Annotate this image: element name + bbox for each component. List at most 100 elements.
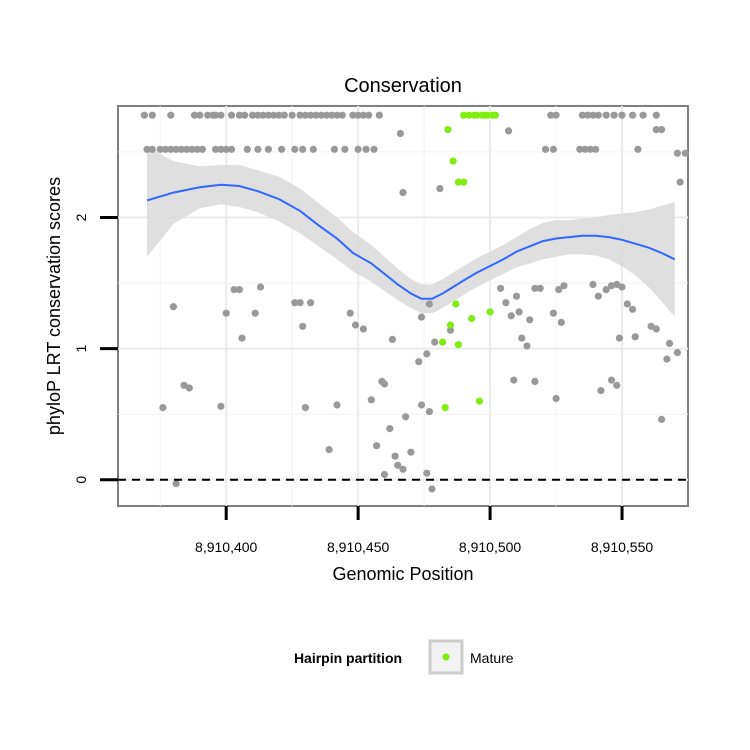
data-point-other <box>312 111 320 119</box>
data-point-other <box>212 145 220 153</box>
data-point-other <box>359 325 367 333</box>
data-point-other <box>230 286 238 294</box>
data-point-other <box>161 145 170 153</box>
y-axis: 0 1 2 <box>73 213 118 484</box>
data-point-other <box>602 286 610 294</box>
x-axis-label: Genomic Position <box>332 564 473 584</box>
data-point-other <box>309 145 317 153</box>
data-point-other <box>512 292 521 300</box>
data-point-other <box>259 111 267 119</box>
data-point-other <box>428 485 436 493</box>
data-point-other <box>190 111 199 119</box>
data-point-other <box>169 303 177 311</box>
legend: Hairpin partition Mature <box>294 639 514 675</box>
data-point-other <box>652 126 660 134</box>
data-point-other <box>370 145 378 153</box>
data-point-mature <box>441 404 449 412</box>
data-point-other <box>399 465 407 473</box>
data-point-other <box>275 111 283 119</box>
data-point-other <box>264 145 272 153</box>
plot-area <box>117 105 690 507</box>
data-point-other <box>148 111 156 119</box>
data-point-other <box>681 149 690 157</box>
data-point-other <box>552 394 560 403</box>
data-point-other <box>167 145 175 153</box>
data-point-other <box>586 145 595 153</box>
data-point-other <box>307 299 315 307</box>
data-point-other <box>296 299 304 307</box>
y-tick-label: 1 <box>73 345 89 353</box>
data-point-mature <box>454 341 462 349</box>
data-point-other <box>349 111 357 119</box>
data-point-mature <box>473 111 481 119</box>
data-point-other <box>375 111 383 119</box>
data-point-other <box>325 446 333 454</box>
data-point-other <box>365 111 373 119</box>
data-point-other <box>634 145 642 153</box>
data-point-other <box>576 145 584 153</box>
data-point-other <box>243 145 251 153</box>
data-point-other <box>338 111 346 119</box>
data-point-other <box>346 309 354 317</box>
plot-border <box>117 105 689 507</box>
data-point-other <box>584 111 592 119</box>
data-point-other <box>183 145 191 153</box>
data-point-other <box>333 401 341 409</box>
data-point-other <box>188 145 196 153</box>
data-point-other <box>307 111 315 119</box>
data-point-other <box>254 111 262 119</box>
data-point-other <box>541 145 550 153</box>
data-point-other <box>549 145 558 153</box>
data-point-other <box>639 111 647 119</box>
data-point-other <box>549 309 558 317</box>
data-point-other <box>425 300 433 308</box>
data-point-other <box>301 111 309 119</box>
data-point-other <box>296 111 304 119</box>
data-point-other <box>341 145 349 153</box>
legend-key-mature <box>442 653 450 661</box>
data-point-other <box>613 381 621 389</box>
data-point-other <box>497 284 505 292</box>
data-point-other <box>557 318 565 326</box>
data-point-other <box>676 178 684 186</box>
data-point-other <box>251 309 259 317</box>
x-tick-label: 8,910,550 <box>591 539 653 555</box>
data-point-other <box>354 111 362 119</box>
data-point-mature <box>452 300 460 308</box>
data-point-other <box>652 111 660 119</box>
data-point-other <box>148 145 156 153</box>
y-axis-label: phyloP LRT conservation scores <box>44 177 64 435</box>
data-point-other <box>328 111 336 119</box>
y-tick-label: 2 <box>73 213 89 221</box>
data-point-other <box>354 145 362 153</box>
data-point-other <box>446 326 455 334</box>
data-point-other <box>594 111 602 119</box>
data-point-other <box>280 111 288 119</box>
data-point-other <box>552 111 560 119</box>
data-point-other <box>212 111 220 119</box>
data-point-other <box>547 111 555 119</box>
data-point-other <box>380 380 389 388</box>
data-point-other <box>518 334 526 342</box>
data-point-other <box>359 111 367 119</box>
points-layer <box>140 111 690 493</box>
data-point-other <box>665 339 674 347</box>
data-point-mature <box>465 111 473 119</box>
data-point-other <box>507 312 515 320</box>
data-point-other <box>391 452 399 460</box>
data-point-other <box>399 189 407 197</box>
data-point-other <box>270 111 278 119</box>
x-tick-label: 8,910,500 <box>459 539 521 555</box>
data-point-other <box>602 111 610 119</box>
data-point-other <box>652 325 660 333</box>
data-point-other <box>159 404 167 412</box>
data-point-other <box>204 111 212 119</box>
data-point-mature <box>444 126 452 134</box>
data-point-other <box>658 415 666 423</box>
data-point-other <box>526 316 534 324</box>
data-point-other <box>351 321 360 329</box>
data-point-other <box>578 111 587 119</box>
data-point-other <box>177 145 185 153</box>
data-point-mature <box>475 397 484 405</box>
legend-key-box <box>428 639 464 675</box>
